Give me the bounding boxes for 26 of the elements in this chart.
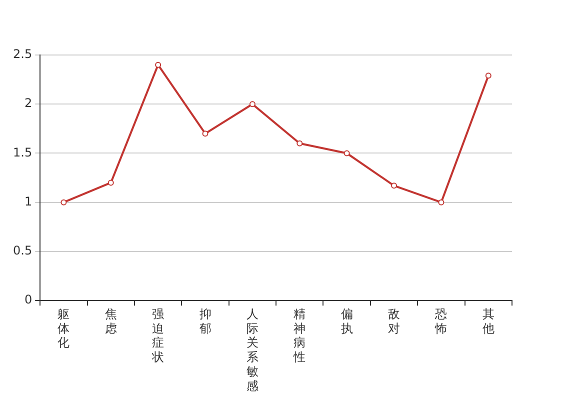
point bbox=[485, 72, 492, 79]
x-tick-label: 其他 bbox=[482, 306, 494, 336]
point bbox=[202, 130, 208, 137]
point bbox=[249, 101, 256, 108]
y-tick-label: 0 bbox=[24, 292, 32, 307]
x-tick-label: 偏执 bbox=[340, 306, 353, 336]
x-tick-label: 精神病性 bbox=[292, 306, 306, 364]
point bbox=[438, 199, 444, 206]
x-tick-label: 敌对 bbox=[388, 306, 400, 336]
x-tick-label: 抑郁 bbox=[199, 306, 212, 336]
y-tick-label: 2.5 bbox=[12, 47, 32, 62]
point bbox=[391, 182, 398, 189]
y-tick-label: 2 bbox=[24, 96, 32, 110]
x-tick-label: 人际关系敏感 bbox=[246, 306, 258, 393]
point bbox=[60, 199, 67, 206]
point bbox=[296, 140, 303, 146]
x-tick-label: 恐怖 bbox=[434, 306, 448, 336]
y-tick-label: 1.5 bbox=[12, 145, 32, 160]
y-tick-label: 0.5 bbox=[12, 244, 32, 258]
y-tick-label: 1 bbox=[24, 194, 32, 208]
x-tick-label: 躯体化 bbox=[58, 306, 70, 350]
point bbox=[344, 150, 350, 156]
point bbox=[108, 180, 114, 186]
x-tick-label: 焦虑 bbox=[104, 306, 117, 336]
point bbox=[155, 62, 162, 68]
x-tick-label: 强迫症状 bbox=[151, 306, 164, 364]
